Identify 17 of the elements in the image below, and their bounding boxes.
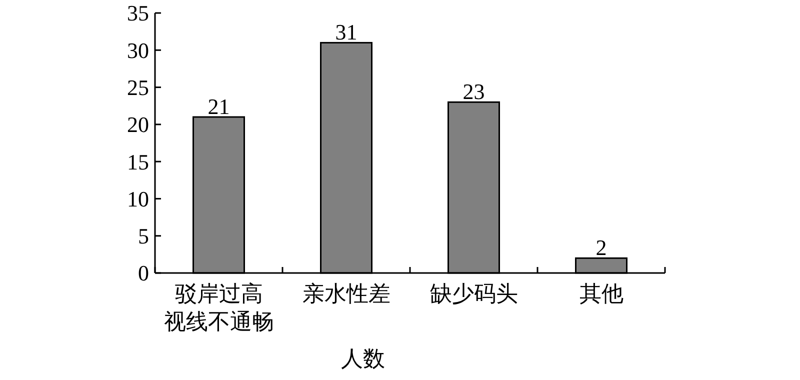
- x-tick-label: 驳岸过高视线不通畅: [164, 281, 274, 334]
- y-tick-label: 25: [127, 74, 149, 100]
- data-label: 2: [596, 235, 607, 260]
- y-tick-label: 20: [127, 112, 149, 138]
- x-axis-title: 人数: [341, 346, 385, 371]
- y-tick-label: 5: [138, 224, 149, 249]
- data-label: 21: [208, 94, 230, 119]
- y-tick-label: 35: [127, 0, 149, 26]
- y-tick-label: 15: [127, 149, 149, 174]
- x-tick-label: 缺少码头: [430, 281, 518, 306]
- data-label: 31: [335, 20, 358, 45]
- y-tick-label: 0: [138, 260, 149, 286]
- y-tick-label: 10: [127, 186, 149, 212]
- x-tick-label: 其他: [579, 281, 624, 306]
- x-tick-label: 亲水性差: [302, 281, 390, 306]
- data-label: 23: [462, 79, 485, 104]
- y-tick-label: 30: [127, 38, 149, 63]
